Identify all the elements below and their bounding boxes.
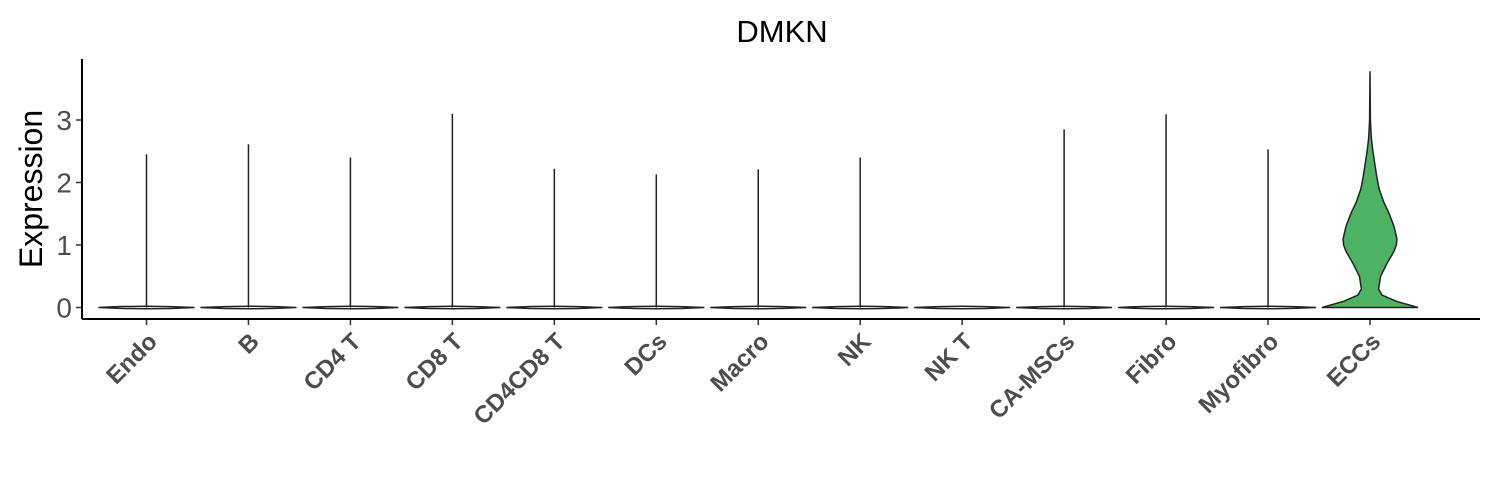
violin-nk-t bbox=[914, 305, 1011, 310]
y-tick-label: 1 bbox=[56, 230, 72, 261]
violins-group bbox=[98, 71, 1419, 310]
x-tick-label: NK bbox=[833, 328, 877, 372]
y-tick-label: 0 bbox=[56, 293, 72, 324]
x-tick-label: Endo bbox=[101, 328, 163, 390]
x-tick-label: CD8 T bbox=[400, 328, 468, 396]
x-tick-label: CD4 T bbox=[299, 328, 367, 396]
y-tick-label: 2 bbox=[56, 168, 72, 199]
y-axis-label: Expression bbox=[13, 110, 49, 268]
y-tick-label: 3 bbox=[56, 105, 72, 136]
chart-title: DMKN bbox=[736, 14, 827, 49]
x-tick-label: ECCs bbox=[1322, 328, 1386, 392]
x-tick-label: NK T bbox=[920, 328, 979, 387]
x-tick-label: Macro bbox=[705, 328, 774, 397]
x-tick-label: Myofibro bbox=[1194, 328, 1285, 419]
x-axis: Endo B CD4 T CD8 T CD4CD8 T DCs Macro NK NK T CA-… bbox=[101, 319, 1386, 430]
y-axis: 0 1 2 3 bbox=[56, 105, 82, 324]
x-tick-label: Fibro bbox=[1121, 328, 1183, 390]
violin-ecc bbox=[1321, 71, 1419, 309]
x-tick-label: DCs bbox=[619, 328, 672, 381]
x-tick-label: CD4CD8 T bbox=[468, 328, 570, 430]
x-tick-label: B bbox=[233, 328, 264, 359]
x-tick-label: CA-MSCs bbox=[984, 328, 1080, 424]
